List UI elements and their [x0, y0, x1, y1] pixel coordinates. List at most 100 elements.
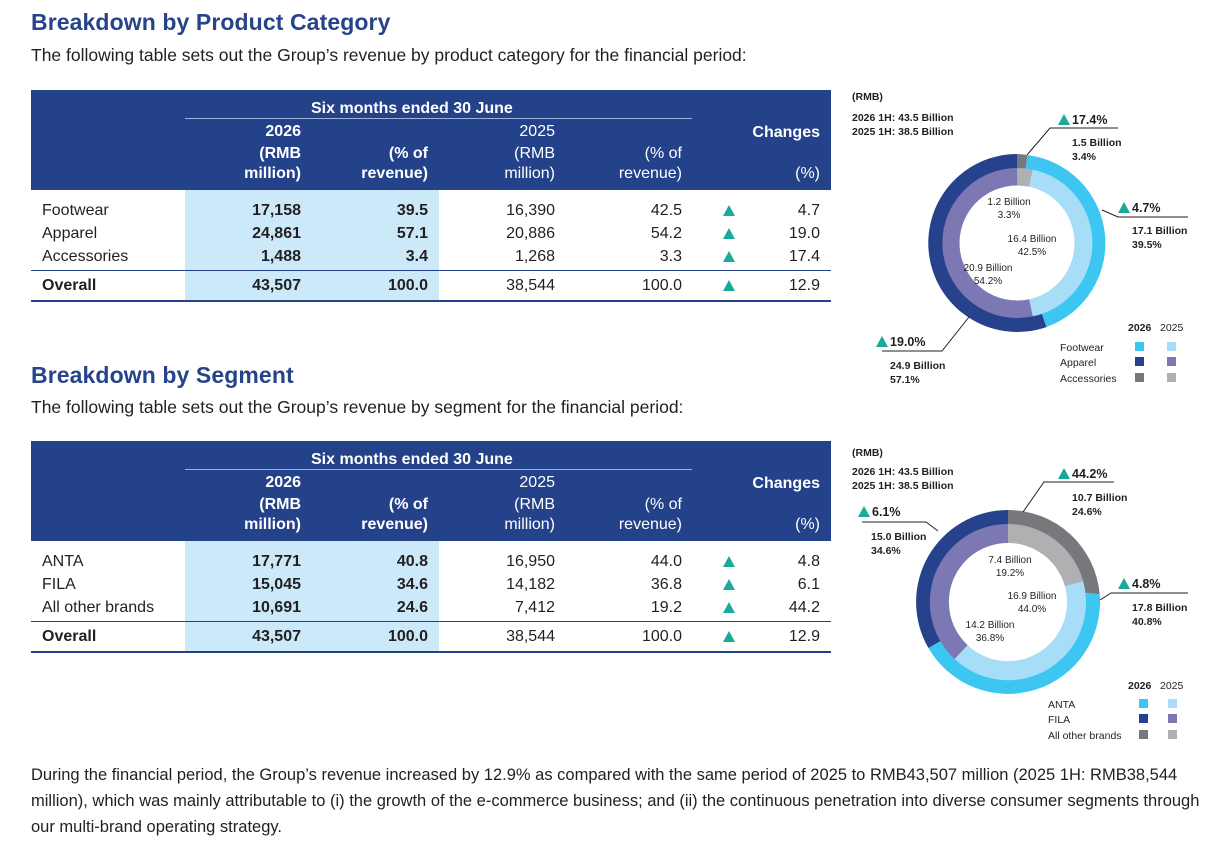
outer-label-share: 40.8%	[1132, 616, 1162, 628]
pct-2025: 3.3	[659, 248, 682, 265]
year-2025: 2025	[519, 474, 555, 491]
inner-slice-all-other-brands	[1008, 524, 1084, 587]
outer-label-amount: 17.8 Billion	[1132, 602, 1187, 614]
pct-2025: 19.2	[650, 599, 682, 616]
rmb-2025-line1: (RMB	[514, 145, 555, 162]
rmb-2025-line2: million)	[504, 516, 555, 533]
callout-line	[882, 316, 970, 352]
outer-label-pct: 4.8%	[1132, 577, 1161, 591]
outer-label-share: 57.1%	[890, 374, 920, 386]
chart-total-2025: 2025 1H: 38.5 Billion	[852, 480, 954, 492]
inner-slice-apparel	[942, 168, 1033, 318]
inner-slice-anta	[954, 581, 1087, 681]
summary-paragraph: During the financial period, the Group’s…	[31, 766, 1200, 836]
legend-swatch	[1168, 699, 1177, 708]
chart-total-2026: 2026 1H: 43.5 Billion	[852, 466, 954, 478]
change-value: 4.8	[797, 553, 820, 570]
legend-year-2025: 2025	[1160, 680, 1184, 692]
inner-slice-fila	[929, 523, 1008, 659]
legend-year-2026: 2026	[1128, 680, 1152, 692]
pct-2025: 44.0	[650, 553, 682, 570]
product-donut-chart: (RMB) 2026 1H: 43.5 Billion 2025 1H: 38.…	[846, 86, 1226, 406]
outer-label-pct: 44.2%	[1072, 467, 1107, 481]
up-arrow-icon	[723, 579, 735, 590]
up-arrow-icon	[723, 631, 735, 642]
legend-swatch	[1167, 373, 1176, 382]
year-2025: 2025	[519, 123, 555, 140]
product-lead: The following table sets out the Group’s…	[31, 45, 747, 65]
outer-label-amount: 15.0 Billion	[871, 531, 926, 543]
segment-heading: Breakdown by Segment	[31, 362, 294, 388]
row-label: Footwear	[42, 202, 109, 219]
legend-swatch	[1139, 699, 1148, 708]
outer-label-amount: 10.7 Billion	[1072, 492, 1127, 504]
outer-label-share: 24.6%	[1072, 506, 1102, 518]
up-arrow-icon	[1058, 468, 1070, 479]
year-2026: 2026	[265, 474, 301, 491]
pct-2025: 100.0	[641, 277, 682, 294]
changes-unit: (%)	[795, 165, 820, 182]
inner-label-amount: 16.4 Billion	[1008, 234, 1057, 245]
outer-label-pct: 17.4%	[1072, 113, 1107, 127]
inner-label-share: 3.3%	[998, 210, 1021, 221]
outer-slice-anta	[928, 593, 1101, 694]
row-label: FILA	[42, 576, 76, 593]
legend-swatch	[1135, 357, 1144, 366]
outer-slice-footwear	[1025, 155, 1106, 328]
outer-label-share: 39.5%	[1132, 239, 1162, 251]
inner-label-amount: 7.4 Billion	[988, 555, 1031, 566]
inner-label-share: 44.0%	[1018, 604, 1046, 615]
highlight-2026-column	[185, 541, 439, 653]
table-row: Accessories 1,488 3.4 1,268 3.3 17.4	[31, 245, 831, 268]
pct-2026-line1: (% of	[388, 496, 428, 513]
segment-donut-chart: (RMB) 2026 1H: 43.5 Billion 2025 1H: 38.…	[846, 438, 1226, 758]
row-label: Overall	[42, 277, 97, 294]
changes-unit: (%)	[795, 516, 820, 533]
value-2026: 17,771	[252, 553, 301, 570]
total-row: Overall 43,507 100.0 38,544 100.0 12.9	[31, 274, 831, 297]
legend-label: Accessories	[1060, 373, 1117, 385]
total-bottom-rule	[31, 300, 831, 302]
total-rule	[31, 270, 831, 271]
value-2026: 24,861	[252, 225, 301, 242]
inner-slice-accessories	[1017, 167, 1033, 187]
up-arrow-icon	[723, 251, 735, 262]
legend-swatch	[1139, 730, 1148, 739]
legend-label: FILA	[1048, 714, 1070, 726]
table-row: All other brands 10,691 24.6 7,412 19.2 …	[31, 596, 831, 619]
outer-label-amount: 1.5 Billion	[1072, 137, 1122, 149]
rmb-2025-line2: million)	[504, 165, 555, 182]
change-value: 44.2	[788, 599, 820, 616]
pct-2025-line2: revenue)	[618, 516, 682, 533]
year-2026: 2026	[265, 123, 301, 140]
legend-label: ANTA	[1048, 699, 1075, 711]
period-label: Six months ended 30 June	[311, 451, 513, 468]
pct-2026: 40.8	[396, 553, 428, 570]
product-heading: Breakdown by Product Category	[31, 9, 391, 35]
pct-2026: 39.5	[396, 202, 428, 219]
change-value: 6.1	[797, 576, 820, 593]
up-arrow-icon	[1118, 202, 1130, 213]
legend-swatch	[1135, 342, 1144, 351]
row-label: Accessories	[42, 248, 129, 265]
value-2026: 1,488	[260, 248, 301, 265]
value-2025: 7,412	[514, 599, 555, 616]
pct-2026-line1: (% of	[388, 145, 428, 162]
value-2025: 38,544	[506, 628, 555, 645]
rmb-2026-line2: million)	[244, 165, 301, 182]
outer-label-amount: 24.9 Billion	[890, 360, 945, 372]
outer-label-amount: 17.1 Billion	[1132, 225, 1187, 237]
pct-2025: 100.0	[641, 628, 682, 645]
legend-swatch	[1168, 730, 1177, 739]
up-arrow-icon	[858, 506, 870, 517]
value-2026: 43,507	[252, 277, 301, 294]
change-value: 4.7	[797, 202, 820, 219]
row-label: Apparel	[42, 225, 98, 242]
up-arrow-icon	[723, 280, 735, 291]
inner-label-amount: 20.9 Billion	[964, 263, 1013, 274]
inner-label-amount: 1.2 Billion	[987, 197, 1030, 208]
row-label: ANTA	[42, 553, 84, 570]
callout-line	[1101, 209, 1188, 218]
table-row: Apparel 24,861 57.1 20,886 54.2 19.0	[31, 222, 831, 245]
value-2025: 14,182	[506, 576, 555, 593]
